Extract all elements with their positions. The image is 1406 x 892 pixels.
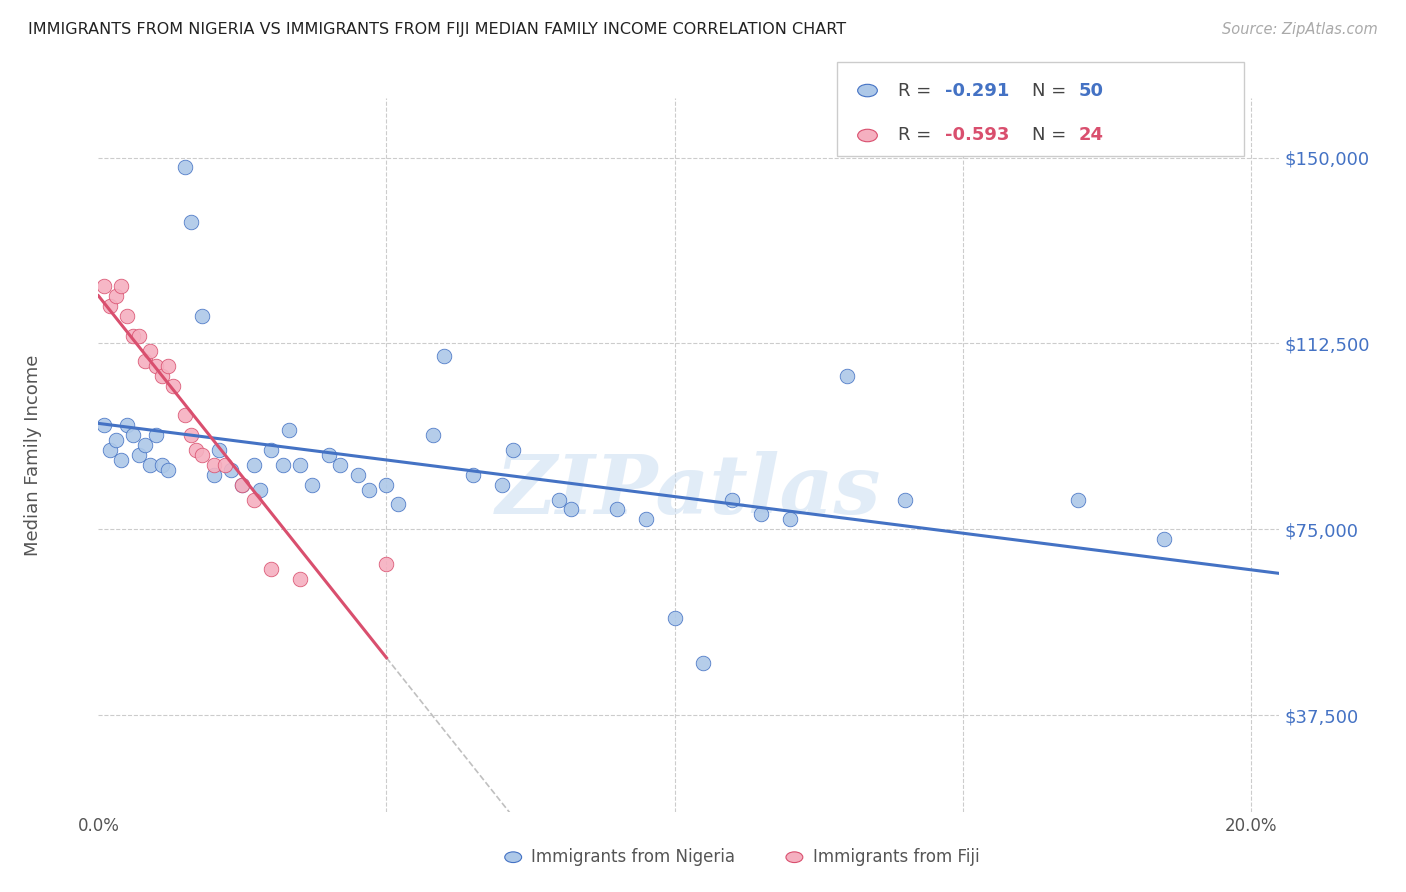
Text: 24: 24 (1078, 127, 1104, 145)
Point (134, 438, 156, 452)
Point (231, 477, 253, 491)
Point (191, 309, 214, 323)
Point (329, 458, 352, 472)
Text: Median Family Income: Median Family Income (24, 354, 42, 556)
Point (375, 557, 398, 571)
Point (288, 458, 311, 472)
Point (634, 512, 657, 526)
Point (139, 343, 162, 358)
Point (208, 442, 231, 457)
Point (150, 458, 173, 472)
Point (219, 463, 242, 477)
Point (145, 428, 167, 442)
Point (156, 359, 179, 373)
Point (139, 458, 162, 472)
Point (346, 467, 368, 482)
Point (721, 492, 744, 507)
Point (375, 477, 398, 491)
Point (202, 467, 225, 482)
Text: R =: R = (898, 81, 938, 100)
Point (1067, 492, 1090, 507)
Point (110, 279, 132, 293)
Point (93, 418, 115, 433)
Point (122, 428, 145, 442)
Point (191, 448, 214, 462)
Point (150, 368, 173, 383)
Point (260, 562, 283, 576)
Point (491, 477, 513, 491)
Point (202, 458, 225, 472)
Point (110, 453, 132, 467)
Point (606, 502, 628, 516)
Point (422, 428, 444, 442)
Point (186, 442, 208, 457)
Text: 50: 50 (1078, 81, 1104, 100)
Point (433, 349, 456, 363)
Point (156, 463, 179, 477)
Point (461, 467, 484, 482)
Point (894, 492, 917, 507)
Point (548, 492, 571, 507)
Text: -0.593: -0.593 (945, 127, 1010, 145)
Point (162, 378, 184, 392)
Point (122, 329, 145, 343)
Text: Immigrants from Fiji: Immigrants from Fiji (813, 848, 980, 866)
Point (173, 409, 195, 423)
Point (104, 289, 127, 303)
Point (749, 508, 772, 522)
Point (173, 161, 195, 175)
Text: Source: ZipAtlas.com: Source: ZipAtlas.com (1222, 22, 1378, 37)
Point (318, 448, 340, 462)
Text: R =: R = (898, 127, 938, 145)
Text: ZIPatlas: ZIPatlas (496, 450, 882, 531)
Point (104, 433, 127, 447)
Point (243, 458, 266, 472)
Point (115, 418, 138, 433)
Point (243, 492, 266, 507)
Point (134, 353, 156, 368)
Point (779, 512, 801, 526)
Point (180, 215, 202, 229)
Point (180, 428, 202, 442)
Point (214, 458, 236, 472)
Point (692, 656, 714, 670)
Point (387, 498, 409, 512)
Point (837, 368, 859, 383)
Point (231, 477, 253, 491)
Point (128, 329, 150, 343)
Point (359, 483, 381, 497)
Point (560, 502, 582, 516)
Point (260, 442, 283, 457)
Point (93, 279, 115, 293)
Point (277, 423, 299, 437)
Point (98, 299, 121, 313)
Point (271, 458, 294, 472)
Point (301, 477, 323, 491)
Point (1153, 532, 1175, 546)
Text: N =: N = (1032, 127, 1071, 145)
Point (115, 309, 138, 323)
Point (288, 572, 311, 586)
Text: IMMIGRANTS FROM NIGERIA VS IMMIGRANTS FROM FIJI MEDIAN FAMILY INCOME CORRELATION: IMMIGRANTS FROM NIGERIA VS IMMIGRANTS FR… (28, 22, 846, 37)
Text: -0.291: -0.291 (945, 81, 1010, 100)
Text: N =: N = (1032, 81, 1071, 100)
Point (664, 611, 686, 625)
Point (128, 448, 150, 462)
Text: Immigrants from Nigeria: Immigrants from Nigeria (531, 848, 735, 866)
Point (98, 442, 121, 457)
Point (145, 359, 167, 373)
Point (502, 442, 524, 457)
Point (249, 483, 271, 497)
